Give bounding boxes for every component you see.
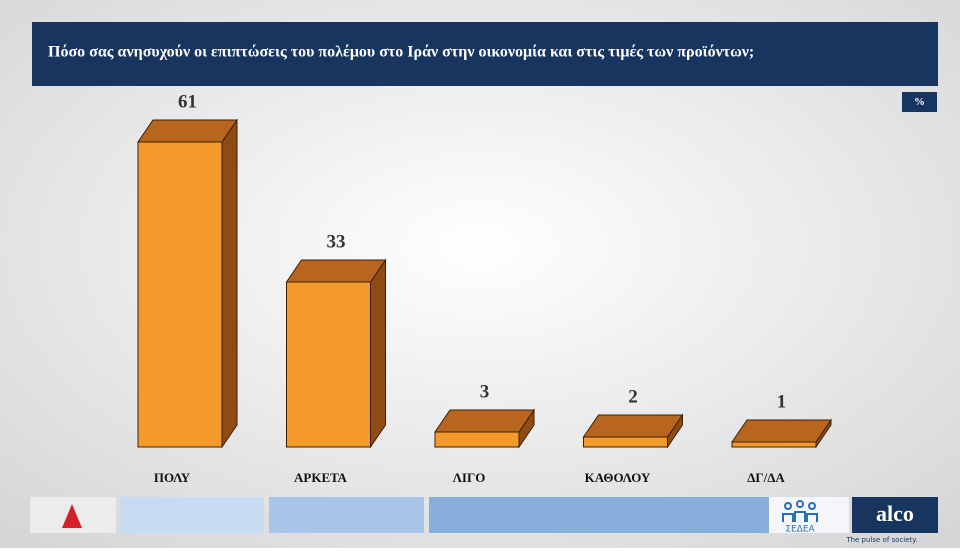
bar (286, 281, 371, 448)
x-tick-label: ΛΙΓΟ (453, 470, 486, 485)
bar-top (731, 419, 832, 443)
footer-band (269, 497, 424, 533)
partner-icon (782, 500, 818, 522)
bar (583, 436, 668, 448)
bar (137, 141, 223, 448)
value-label: 33 (327, 231, 346, 252)
footer-band (429, 497, 769, 533)
tagline: The pulse of society. (845, 536, 917, 544)
value-label: 2 (628, 386, 638, 407)
unit-badge (902, 92, 937, 112)
channel-logo (62, 504, 82, 528)
x-tick-label: ΠΟΛΥ (154, 470, 191, 485)
logo-bg (852, 497, 938, 533)
logo: alco (876, 501, 914, 526)
bar (731, 441, 817, 448)
unit-label: % (914, 96, 925, 108)
bar-side (221, 118, 238, 449)
bar-top (434, 409, 535, 433)
title-bar (32, 22, 938, 86)
value-label: 1 (777, 391, 787, 412)
bar (434, 431, 520, 448)
bar-side (370, 258, 386, 449)
x-tick-label: ΚΑΘΟΛΟΥ (585, 470, 651, 485)
x-tick-label: ΑΡΚΕΤΑ (294, 470, 348, 485)
bar-top (285, 259, 387, 283)
partner-name: ΣΕΔΕΑ (785, 525, 815, 535)
x-tick-label: ΔΓ/ΔΑ (747, 470, 785, 485)
footer-band (120, 497, 264, 533)
bar-top (582, 414, 684, 438)
chart-title: Πόσο σας ανησυχούν οι επιπτώσεις του πολ… (48, 44, 754, 61)
value-label: 61 (178, 91, 197, 112)
bar-top (137, 119, 238, 143)
value-label: 3 (480, 381, 490, 402)
